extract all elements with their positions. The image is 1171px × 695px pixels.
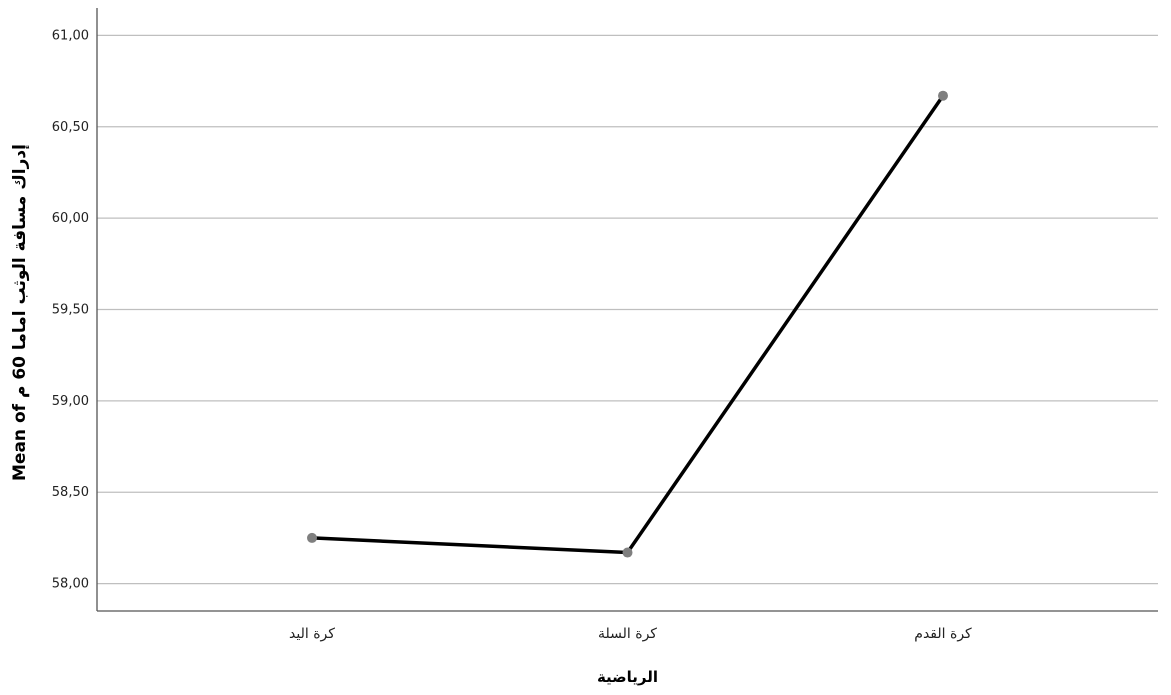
x-tick-label: كرة السلة: [598, 626, 657, 642]
data-point: [938, 90, 948, 101]
y-tick-label: 61,00: [52, 28, 89, 43]
series-markers: [307, 90, 948, 558]
x-tick-labels: كرة اليد كرة السلة كرة القدم: [289, 626, 972, 642]
y-tick-label: 60,00: [52, 211, 89, 226]
y-tick-label: 59,50: [52, 303, 89, 318]
y-axis-title: Mean of إدراك مسافة الوثب اماما 60 م: [10, 144, 30, 481]
y-tick-labels: 58,00 58,50 59,00 59,50 60,00 60,50 61,00: [52, 28, 89, 591]
axes: [96, 8, 1158, 612]
series-line: [311, 94, 945, 555]
y-tick-label: 59,00: [52, 394, 89, 409]
y-tick-label: 58,00: [52, 577, 89, 592]
y-tick-label: 60,50: [52, 120, 89, 135]
y-tick-label: 58,50: [52, 485, 89, 500]
x-tick-label: كرة القدم: [914, 626, 972, 642]
x-tick-label: كرة اليد: [289, 626, 335, 642]
gridlines: [97, 34, 1158, 585]
data-point: [622, 547, 633, 558]
series-mean: [311, 94, 945, 555]
x-axis-title: الرياضية: [597, 668, 658, 686]
data-point: [307, 532, 317, 543]
